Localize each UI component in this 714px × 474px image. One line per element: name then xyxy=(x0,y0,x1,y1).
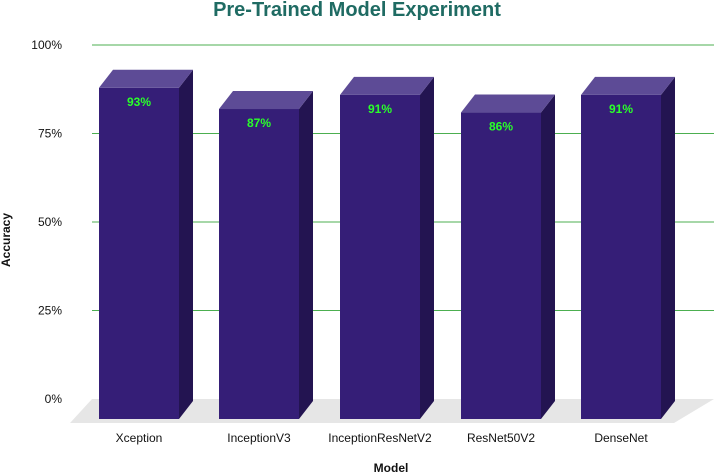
bar-front xyxy=(461,112,541,419)
y-tick-label: 100% xyxy=(31,38,62,52)
bar-front xyxy=(219,109,299,420)
data-label: 91% xyxy=(368,102,392,116)
bar-front xyxy=(581,94,661,420)
data-label: 86% xyxy=(489,120,513,134)
bar: 87% xyxy=(219,91,313,420)
x-tick-label: InceptionResNetV2 xyxy=(328,431,432,445)
bar: 86% xyxy=(461,94,555,419)
y-axis-ticks: 0% 25% 50% 75% 100% xyxy=(31,38,62,406)
x-axis-ticks: Xception InceptionV3 InceptionResNetV2 ResN… xyxy=(116,431,649,445)
y-tick-label: 0% xyxy=(45,392,63,406)
x-tick-label: Xception xyxy=(116,431,163,445)
data-label: 91% xyxy=(609,102,633,116)
bar-side xyxy=(179,69,193,419)
bar-top xyxy=(99,69,193,88)
data-label: 87% xyxy=(247,116,271,130)
bar: 93% xyxy=(99,69,193,419)
bar-top xyxy=(219,91,313,110)
y-tick-label: 25% xyxy=(38,304,62,318)
bar: 91% xyxy=(340,76,434,420)
bar-top xyxy=(461,94,555,113)
x-tick-label: ResNet50V2 xyxy=(467,431,535,445)
x-axis-label: Model xyxy=(374,461,409,474)
bar-side xyxy=(299,91,313,420)
data-label: 93% xyxy=(127,95,151,109)
bar-top xyxy=(340,76,434,95)
bar-side xyxy=(661,76,675,420)
bar-top xyxy=(581,76,675,95)
bar-front xyxy=(340,94,420,420)
y-axis-label: Accuracy xyxy=(0,213,13,267)
bar-side xyxy=(420,76,434,420)
bar-front xyxy=(99,87,179,419)
x-tick-label: DenseNet xyxy=(594,431,648,445)
bar-side xyxy=(541,94,555,419)
bars: 93% 87% 91% 86% 91% xyxy=(99,69,675,420)
y-tick-label: 75% xyxy=(38,127,62,141)
y-tick-label: 50% xyxy=(38,215,62,229)
x-tick-label: InceptionV3 xyxy=(227,431,291,445)
bar: 91% xyxy=(581,76,675,420)
chart-title: Pre-Trained Model Experiment xyxy=(213,0,501,21)
